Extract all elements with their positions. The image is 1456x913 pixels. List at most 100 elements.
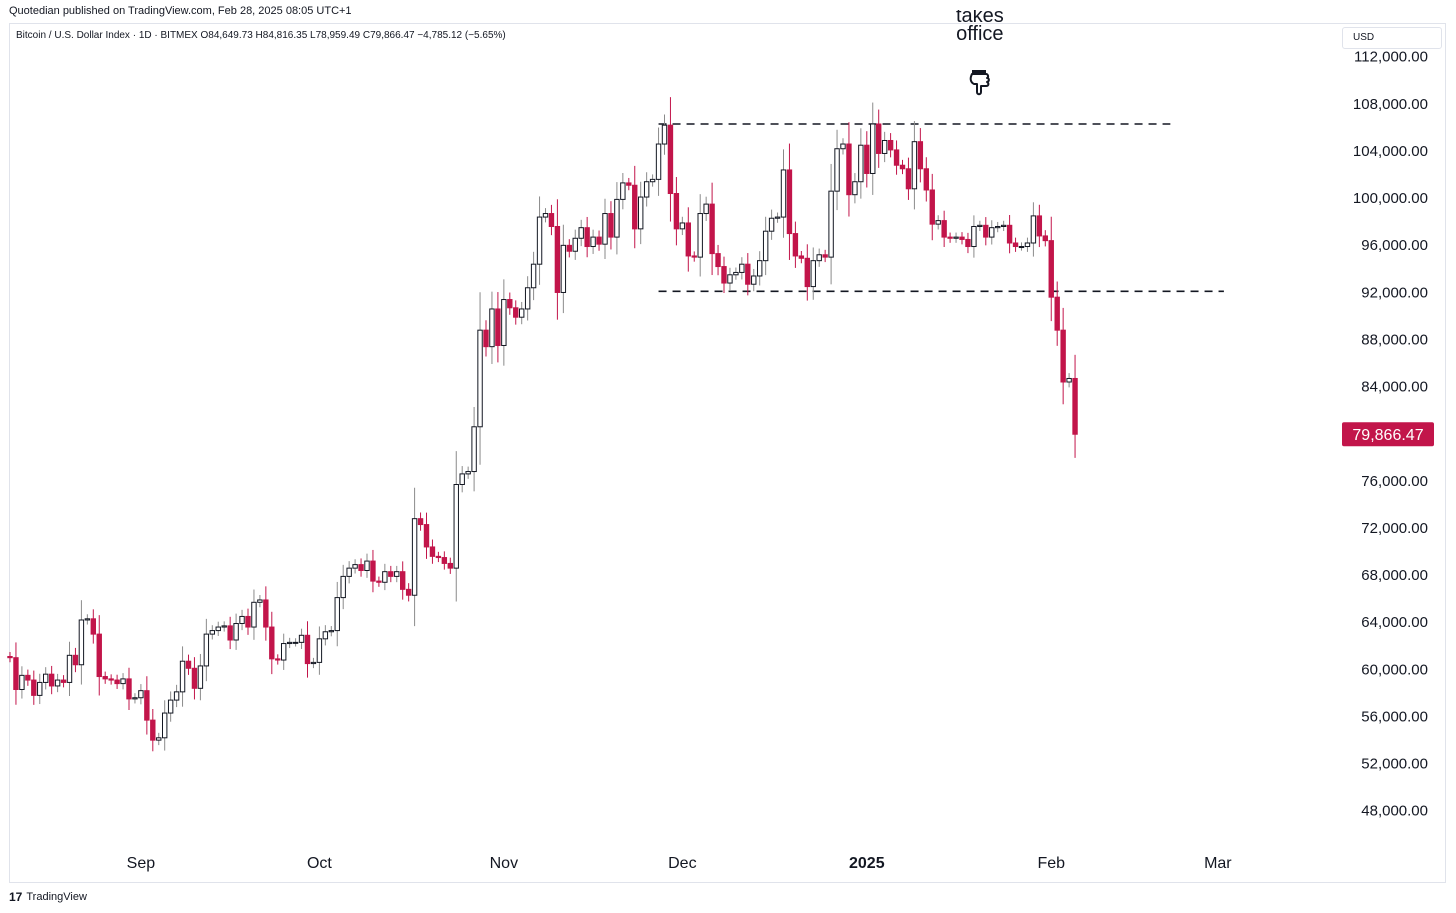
candle-body [298,634,305,643]
candle-body [423,524,430,548]
candle-body [1006,224,1013,244]
currency-selector[interactable]: USD [1342,27,1442,49]
candle-body [292,641,299,644]
candle-body [48,673,55,687]
candle-body [893,149,900,166]
candle-body [834,148,840,192]
candle-body [370,560,376,582]
candle-body [697,213,703,258]
candle-body [286,641,293,645]
candle-body [1048,240,1054,298]
candle-body [524,287,531,310]
candle-body [1024,242,1031,248]
candle-body [572,237,578,252]
candle-body [334,597,340,632]
candle-body [870,123,876,174]
chart-frame [9,23,1446,883]
candle-body [72,654,79,666]
candle-body [519,308,525,318]
candle-body [489,308,495,348]
y-tick-label: 100,000.00 [1353,190,1428,207]
candle-body [179,660,186,693]
candle-body [1036,215,1043,237]
candle-body [185,660,192,669]
candle-body [304,634,311,665]
y-tick-label: 64,000.00 [1361,614,1428,631]
candle-body [352,564,358,569]
annotation-faded-text: takes [955,10,1004,22]
y-axis: 112,000.00 108,000.00 104,000.00 100,000.00… [1353,49,1428,820]
y-tick-label: 84,000.00 [1361,379,1428,396]
candle-body [453,484,459,569]
candle-body [917,141,924,170]
candle-body [310,661,317,665]
candle-body [774,216,781,219]
candle-body [667,124,674,195]
candle-body [13,657,19,690]
candle-body [66,654,73,683]
candle-body [43,673,49,683]
candle-body [60,679,67,683]
candle-body [78,619,85,666]
candle-body [37,681,43,696]
candle-body [638,196,644,230]
candle-body [840,143,846,150]
candle-body [804,257,810,288]
candle-body [584,227,590,248]
candle-body [828,190,834,258]
candle-body [602,213,608,245]
candle-body [745,263,751,285]
candle-body [1030,215,1037,244]
candle-body [554,225,561,293]
tradingview-logo-text: TradingView [26,891,87,903]
candle-body [507,299,513,309]
candle-body [852,181,858,196]
candle-body [465,471,471,475]
candle-body [620,182,626,200]
candle-body [965,238,971,248]
candle-body [709,203,715,255]
y-tick-label: 52,000.00 [1361,756,1428,773]
candle-body [102,676,108,680]
candle-body [31,679,37,696]
candle-body [1060,329,1066,383]
candle-body [905,168,912,190]
candle-body [364,560,370,572]
candle-body [84,618,91,621]
candle-body [1042,235,1048,242]
candle-body [578,227,584,239]
candle-body [114,679,120,685]
candle-body [881,139,888,154]
y-tick-label: 72,000.00 [1361,520,1428,537]
candle-body [1018,246,1025,249]
candle-body [792,233,799,257]
y-tick-label: 48,000.00 [1361,803,1428,820]
candle-body [596,236,602,245]
candle-body [245,615,251,628]
x-axis: Sep Oct Nov Dec 2025 Feb Mar [127,855,1233,872]
symbol-legend[interactable]: Bitcoin / U.S. Dollar Index · 1D · BITME… [16,30,506,41]
candle-body [162,712,168,739]
annotation-text: office [956,23,1004,45]
candle-body [703,203,709,215]
candle-body [167,699,174,714]
candle-body [90,618,96,635]
candle-body [983,224,989,238]
candle-body [156,737,162,741]
candle-body [215,626,221,632]
candle-body [566,244,572,252]
candle-body [501,299,507,346]
last-price-text: 79,866.47 [1352,427,1423,444]
candle-body [757,260,763,277]
candle-body [322,631,329,640]
candle-body [536,216,543,265]
candle-body [673,193,680,230]
publish-info: Quotedian published on TradingView.com, … [9,5,352,17]
y-tick-label: 60,000.00 [1361,661,1428,678]
candle-body [959,236,965,240]
candle-body [727,274,733,284]
candle-body [590,236,596,248]
candle-body [388,571,394,577]
candle-body [762,230,769,262]
